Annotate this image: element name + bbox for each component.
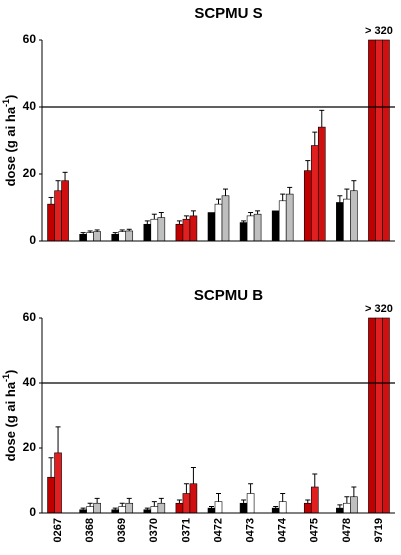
bar (189, 215, 198, 242)
bar (86, 506, 94, 514)
bar (317, 126, 326, 242)
x-tick-label: 9719 (373, 518, 385, 542)
bar (157, 217, 166, 242)
bar (310, 486, 319, 514)
bar (79, 234, 87, 242)
bar (157, 502, 166, 514)
bar (336, 507, 344, 514)
bar (125, 502, 134, 514)
bar (93, 231, 101, 242)
bar (278, 501, 287, 514)
bar (118, 506, 127, 514)
bar (214, 203, 223, 242)
bar (278, 200, 287, 242)
bar (303, 502, 312, 514)
bar (125, 230, 134, 242)
y-axis-label-main: dose (g ai ha (3, 381, 18, 461)
bar (375, 317, 383, 514)
bar (207, 212, 216, 242)
bar (336, 202, 344, 242)
bar (310, 145, 319, 242)
y-axis-label: dose (g ai ha-1) (1, 370, 18, 462)
bar (182, 493, 191, 514)
chart-title: SCPMU B (194, 287, 263, 304)
bar (150, 218, 159, 242)
bar (47, 476, 55, 514)
bar (207, 507, 216, 514)
x-tick-label: 0474 (277, 517, 289, 542)
bar (350, 190, 358, 242)
y-tick-label: 20 (23, 166, 37, 180)
y-tick-label: 0 (29, 505, 36, 519)
bar (221, 195, 230, 242)
bar (61, 180, 69, 242)
x-tick-label: 0472 (212, 518, 224, 542)
y-tick-label: 40 (23, 99, 37, 113)
annotation: > 320 (365, 303, 393, 315)
bar (54, 452, 62, 514)
y-tick-label: 60 (23, 310, 37, 324)
y-axis-label-sup: -1 (1, 374, 11, 382)
bar (350, 496, 358, 514)
bar (246, 215, 255, 242)
y-tick-label: 20 (23, 440, 37, 454)
bar (303, 170, 312, 242)
bar (246, 493, 255, 514)
bar (382, 317, 390, 514)
bar (86, 232, 94, 242)
bar (375, 39, 383, 242)
bar (271, 507, 280, 514)
y-axis-label-main: dose (g ai ha (3, 106, 18, 186)
bar (182, 218, 191, 242)
bar (47, 203, 55, 242)
x-tick-label: 0368 (84, 518, 96, 542)
chart-title: SCPMU S (194, 5, 262, 22)
x-tick-label: 0478 (341, 518, 353, 542)
x-tick-label: 0369 (116, 518, 128, 542)
x-tick-label: 0371 (180, 518, 192, 542)
bar (189, 483, 198, 514)
bar (343, 502, 351, 514)
y-axis-label-end: ) (3, 370, 18, 374)
bar (214, 501, 223, 514)
bar (368, 39, 376, 242)
bar (175, 223, 184, 242)
y-tick-label: 40 (23, 375, 37, 389)
bar (54, 190, 62, 242)
bar (343, 198, 351, 242)
x-tick-label: 0370 (148, 518, 160, 542)
x-tick-label: 0267 (52, 518, 64, 542)
bar (111, 234, 120, 242)
y-tick-label: 0 (29, 233, 36, 247)
bar (150, 506, 159, 514)
annotation: > 320 (365, 25, 393, 37)
y-axis-label-end: ) (3, 95, 18, 99)
bar (285, 193, 294, 242)
bar (271, 210, 280, 242)
bar (253, 213, 262, 242)
x-tick-label: 0473 (244, 518, 256, 542)
y-axis-label: dose (g ai ha-1) (1, 95, 18, 187)
bar (175, 502, 184, 514)
bar (382, 39, 390, 242)
bar (143, 223, 152, 242)
bar (239, 222, 248, 242)
bar (93, 502, 101, 514)
bar (368, 317, 376, 514)
y-tick-label: 60 (23, 32, 37, 46)
y-axis-label-sup: -1 (1, 99, 11, 107)
bar (118, 231, 127, 242)
x-tick-label: 0475 (309, 518, 321, 542)
bar (239, 502, 248, 514)
